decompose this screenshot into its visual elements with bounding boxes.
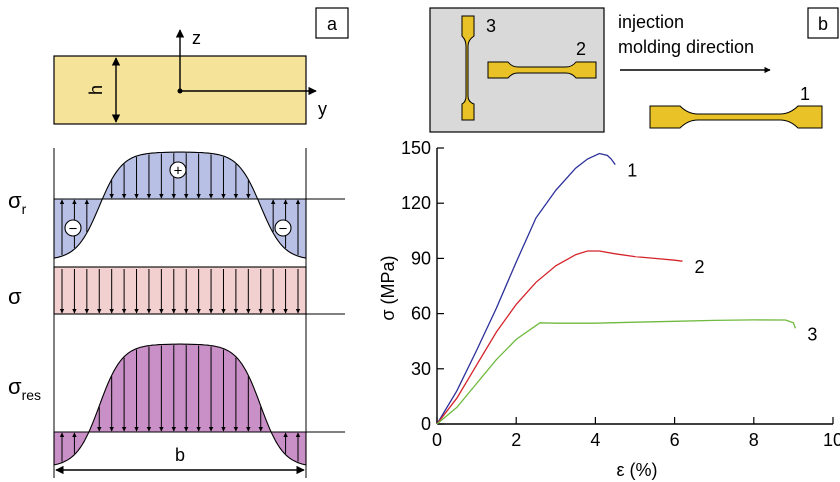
x-tick-label: 0: [432, 430, 442, 450]
width-label: b: [175, 445, 185, 465]
panel-b: b 3 2 injection molding direction 1 0 2 4 6…: [378, 7, 840, 480]
resultant-stress-area: [53, 343, 307, 466]
x-tick-label: 4: [590, 430, 600, 450]
residual-stress-area: [53, 151, 307, 259]
svg-text:−: −: [69, 221, 78, 238]
series-line-3: [436, 319, 797, 425]
resultant-stress-arrows: [59, 345, 301, 462]
height-label: h: [86, 85, 106, 95]
series-label-3: 3: [807, 324, 817, 344]
x-tick-label: 8: [749, 430, 759, 450]
chart-ticks: 0 2 4 6 8 10 0 30 60 90 120 150: [401, 138, 840, 450]
x-tick-label: 10: [823, 430, 840, 450]
specimen-3-label: 3: [486, 16, 496, 36]
series-label-2: 2: [695, 257, 705, 277]
panel-a-label: a: [327, 14, 338, 34]
specimen-1: [649, 105, 823, 129]
sigma-r-label: σr: [8, 188, 27, 217]
sigma-res-label: σres: [8, 374, 41, 403]
minus-sign-right: −: [274, 219, 292, 238]
specimen-2-horizontal: [487, 61, 597, 79]
series-line-2: [436, 250, 683, 425]
direction-text-line1: injection: [618, 12, 684, 32]
svg-text:+: +: [174, 163, 183, 180]
panel-b-label: b: [818, 14, 828, 34]
specimen-2-label: 2: [576, 39, 586, 59]
residual-stress-row: + − − σr: [8, 151, 345, 259]
specimen-1-label: 1: [800, 84, 810, 104]
y-tick-label: 0: [421, 414, 431, 434]
chart-series-labels: 1 2 3: [627, 161, 817, 345]
y-tick-label: 120: [401, 193, 431, 213]
specimen-3-vertical: [461, 15, 475, 121]
applied-stress-area: [53, 266, 307, 315]
origin-dot: [177, 88, 183, 94]
panel-b-label-box: [807, 7, 839, 39]
minus-sign-left: −: [64, 219, 82, 238]
plus-sign: +: [169, 161, 187, 180]
x-tick-label: 6: [670, 430, 680, 450]
chart-series: [436, 152, 797, 425]
svg-text:−: −: [279, 221, 288, 238]
x-tick-label: 2: [511, 430, 521, 450]
panel-a-label-box: [315, 7, 349, 39]
resultant-stress-row: σres: [8, 343, 345, 466]
applied-stress-arrows: [59, 269, 301, 314]
series-line-1: [436, 152, 616, 425]
y-tick-label: 150: [401, 138, 431, 158]
y-tick-label: 60: [411, 304, 431, 324]
y-tick-label: 30: [411, 359, 431, 379]
y-tick-label: 90: [411, 248, 431, 268]
panel-a: a z y h + − − σr: [8, 7, 349, 478]
x-axis-title: ε (%): [616, 460, 657, 480]
y-axis-label: y: [318, 99, 327, 119]
z-axis-label: z: [192, 28, 201, 48]
applied-stress-row: σ: [8, 266, 345, 315]
stress-strain-chart: 0 2 4 6 8 10 0 30 60 90 120 150 1 2 3 ε (%) σ (MPa): [378, 138, 840, 480]
direction-text-line2: molding direction: [618, 37, 754, 57]
chart-axes: [436, 148, 833, 425]
y-axis-title: σ (MPa): [378, 255, 398, 320]
series-label-1: 1: [627, 161, 637, 181]
sigma-label: σ: [8, 284, 22, 309]
